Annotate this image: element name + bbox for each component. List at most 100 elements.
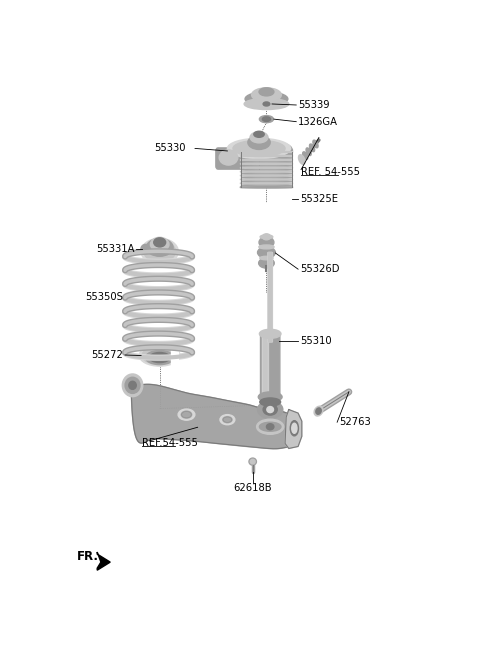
Ellipse shape — [245, 92, 288, 106]
Ellipse shape — [259, 245, 274, 249]
Ellipse shape — [240, 159, 293, 161]
Ellipse shape — [259, 115, 274, 123]
Ellipse shape — [181, 411, 192, 418]
Ellipse shape — [259, 237, 274, 248]
Ellipse shape — [259, 88, 274, 96]
Ellipse shape — [267, 407, 274, 413]
Ellipse shape — [257, 419, 284, 434]
Ellipse shape — [241, 173, 292, 174]
Ellipse shape — [240, 167, 293, 169]
Ellipse shape — [241, 161, 292, 163]
Ellipse shape — [310, 144, 314, 152]
Ellipse shape — [314, 406, 323, 416]
Ellipse shape — [241, 184, 292, 186]
Ellipse shape — [241, 180, 292, 182]
Text: 55330: 55330 — [154, 144, 186, 154]
FancyBboxPatch shape — [263, 336, 268, 395]
Ellipse shape — [240, 171, 293, 172]
Ellipse shape — [240, 187, 293, 188]
Text: 52763: 52763 — [339, 417, 371, 427]
Text: 55331A: 55331A — [96, 244, 134, 254]
FancyBboxPatch shape — [268, 253, 273, 342]
Ellipse shape — [259, 329, 281, 338]
Ellipse shape — [141, 245, 150, 253]
Text: 55325E: 55325E — [300, 194, 338, 204]
Ellipse shape — [241, 176, 292, 178]
Text: FR.: FR. — [77, 550, 99, 563]
Ellipse shape — [233, 140, 285, 157]
Ellipse shape — [141, 238, 178, 264]
Polygon shape — [97, 552, 110, 570]
Ellipse shape — [250, 459, 255, 464]
Ellipse shape — [122, 374, 143, 397]
Ellipse shape — [240, 183, 293, 184]
Ellipse shape — [316, 408, 321, 415]
Ellipse shape — [241, 153, 292, 155]
Ellipse shape — [252, 88, 281, 102]
Ellipse shape — [249, 458, 256, 465]
Ellipse shape — [240, 175, 293, 176]
Ellipse shape — [241, 169, 292, 171]
Ellipse shape — [150, 237, 169, 251]
Ellipse shape — [263, 102, 270, 106]
Ellipse shape — [241, 157, 292, 159]
Ellipse shape — [260, 235, 273, 239]
Ellipse shape — [299, 155, 305, 165]
Ellipse shape — [263, 117, 271, 121]
Ellipse shape — [244, 98, 289, 110]
Ellipse shape — [220, 415, 235, 424]
Text: REF.54-555: REF.54-555 — [142, 438, 198, 449]
Ellipse shape — [145, 350, 174, 365]
Ellipse shape — [259, 258, 274, 268]
Ellipse shape — [125, 377, 140, 394]
FancyBboxPatch shape — [261, 333, 280, 398]
Ellipse shape — [139, 345, 180, 366]
Text: 55350S: 55350S — [85, 292, 123, 302]
Ellipse shape — [290, 420, 299, 436]
Ellipse shape — [306, 148, 311, 155]
Ellipse shape — [228, 138, 290, 159]
Text: 1326GA: 1326GA — [298, 117, 338, 127]
Ellipse shape — [240, 187, 293, 188]
Polygon shape — [131, 384, 300, 449]
Text: 55272: 55272 — [91, 350, 123, 360]
Ellipse shape — [129, 381, 136, 390]
Ellipse shape — [178, 409, 195, 420]
Ellipse shape — [259, 422, 281, 431]
Ellipse shape — [241, 165, 292, 167]
FancyBboxPatch shape — [268, 253, 272, 342]
Ellipse shape — [258, 401, 283, 419]
Ellipse shape — [240, 179, 293, 180]
Ellipse shape — [258, 392, 282, 402]
Polygon shape — [285, 409, 302, 449]
Ellipse shape — [292, 423, 297, 434]
Ellipse shape — [313, 140, 318, 148]
Ellipse shape — [258, 247, 276, 258]
Ellipse shape — [260, 256, 273, 260]
Ellipse shape — [274, 144, 292, 158]
Ellipse shape — [260, 398, 281, 406]
Ellipse shape — [302, 152, 308, 159]
Ellipse shape — [149, 352, 170, 363]
Text: 55326D: 55326D — [300, 264, 339, 274]
Ellipse shape — [146, 239, 173, 256]
Ellipse shape — [154, 238, 166, 247]
Ellipse shape — [266, 424, 274, 430]
Text: 55310: 55310 — [300, 337, 332, 346]
Ellipse shape — [240, 163, 293, 165]
Ellipse shape — [263, 234, 271, 240]
Ellipse shape — [254, 131, 264, 137]
Ellipse shape — [223, 417, 232, 422]
Ellipse shape — [144, 241, 176, 262]
Ellipse shape — [219, 150, 238, 165]
Text: REF. 54-555: REF. 54-555 — [301, 167, 360, 177]
Ellipse shape — [299, 155, 304, 163]
Ellipse shape — [263, 404, 277, 415]
Ellipse shape — [250, 132, 268, 143]
Ellipse shape — [240, 152, 293, 153]
Text: 55339: 55339 — [298, 100, 330, 110]
Ellipse shape — [142, 346, 178, 364]
FancyBboxPatch shape — [216, 148, 244, 169]
Ellipse shape — [240, 155, 293, 157]
Ellipse shape — [248, 135, 270, 150]
